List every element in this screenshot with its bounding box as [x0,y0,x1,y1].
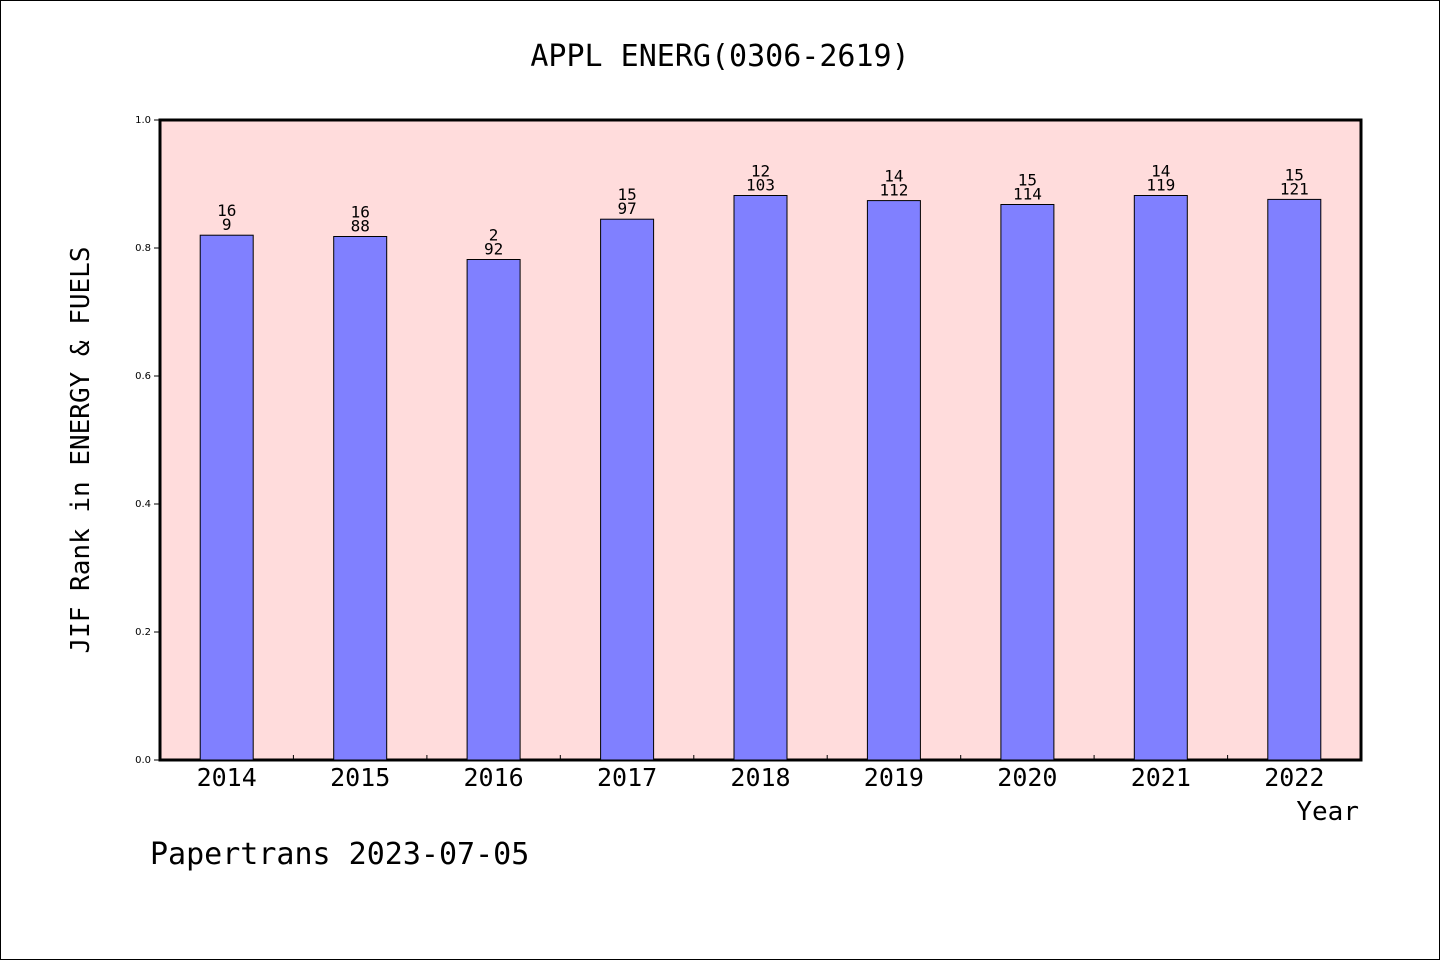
chart-title: APPL ENERG(0306-2619) [530,39,909,74]
bar-label-top-2021: 14 [1151,162,1170,181]
y-tick-label: 0.6 [135,371,151,382]
x-tick-label-2018: 2018 [730,763,790,792]
y-tick-label: 0.8 [135,243,151,254]
x-tick-label-2015: 2015 [330,763,390,792]
x-axis: 2014 2015 2016 2017 2018 2019 2020 2021 2022 [197,755,1324,792]
bar-2018 [733,195,788,761]
bar-2016 [466,259,521,761]
bar-label-bottom-2016: 92 [484,240,503,259]
bar-label-bottom-2022: 121 [1280,179,1309,198]
bar-label-bottom-2014: 9 [222,215,232,234]
y-tick-label: 0.2 [135,627,151,638]
bar-2021 [1133,195,1188,761]
bar-label-bottom-2017: 97 [617,199,636,218]
footer-text: Papertrans 2023-07-05 [150,837,529,872]
x-tick-label-2016: 2016 [463,763,523,792]
y-tick-label: 0.0 [135,755,151,766]
x-axis-label: Year [1296,797,1359,827]
bar-label-top-2015: 16 [351,203,370,222]
bar-label-top-2016: 2 [489,226,499,245]
x-tick-label-2021: 2021 [1131,763,1191,792]
x-tick-label-2019: 2019 [864,763,924,792]
bar-label-bottom-2015: 88 [351,217,370,236]
bar-label-bottom-2019: 112 [879,181,908,200]
bar-label-top-2014: 16 [217,201,236,220]
y-tick-label: 1.0 [135,115,151,126]
bar-label-top-2017: 15 [617,185,636,204]
bar-2022 [1267,198,1322,761]
bar-label-bottom-2018: 103 [746,176,775,195]
bar-label-top-2019: 14 [884,167,903,186]
x-tick-label-2020: 2020 [997,763,1057,792]
bar-2020 [1000,204,1055,761]
bar-label-top-2018: 12 [751,162,770,181]
x-tick-label-2022: 2022 [1264,763,1324,792]
bar-label-bottom-2021: 119 [1146,176,1175,195]
bar-label-top-2022: 15 [1285,165,1304,184]
bar-2019 [866,200,921,761]
x-tick-label-2017: 2017 [597,763,657,792]
bar-2014 [199,234,254,761]
bars [199,195,1322,761]
y-tick-label: 0.4 [135,499,151,510]
bar-label-top-2020: 15 [1018,171,1037,190]
bar-2017 [600,218,655,761]
x-tick-label-2014: 2014 [197,763,257,792]
y-axis: 0.0 0.2 0.4 0.6 0.8 1.0 [135,115,160,766]
bar-label-bottom-2020: 114 [1013,185,1042,204]
bar-2015 [333,236,388,761]
y-axis-label: JIF Rank in ENERGY & FUELS [66,247,96,654]
